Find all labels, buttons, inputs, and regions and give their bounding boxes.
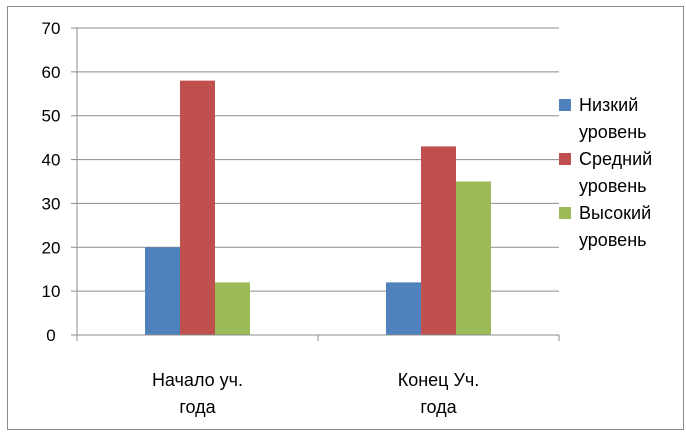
y-tick-label: 60 xyxy=(42,63,61,82)
legend-label: Средний xyxy=(579,149,652,169)
bar xyxy=(145,247,180,335)
bar xyxy=(421,146,456,335)
x-category-label: Конец Уч. xyxy=(398,370,480,390)
y-tick-label: 40 xyxy=(42,151,61,170)
bars xyxy=(145,80,491,335)
x-category-label: года xyxy=(420,397,457,417)
axes xyxy=(71,27,560,341)
y-tick-label: 10 xyxy=(42,282,61,301)
legend-swatch xyxy=(559,207,571,219)
legend-swatch xyxy=(559,153,571,165)
legend-label: уровень xyxy=(579,230,647,250)
legend-label: Низкий xyxy=(579,95,638,115)
y-tick-label: 30 xyxy=(42,194,61,213)
bar xyxy=(215,282,250,335)
y-tick-label: 0 xyxy=(46,326,55,345)
bar xyxy=(180,80,215,335)
legend-label: уровень xyxy=(579,176,647,196)
y-tick-label: 50 xyxy=(42,107,61,126)
labels: 0 10 20 30 40 50 60 70 Начало уч. года Конец Уч. го… xyxy=(42,19,480,417)
x-category-label: Начало уч. xyxy=(152,370,243,390)
bar xyxy=(456,181,491,335)
x-category-label: года xyxy=(179,397,216,417)
legend-swatch xyxy=(559,99,571,111)
chart-frame xyxy=(7,6,684,430)
legend-label: Высокий xyxy=(579,203,651,223)
bar xyxy=(386,282,421,335)
legend-label: уровень xyxy=(579,122,647,142)
y-tick-label: 20 xyxy=(42,238,61,257)
y-tick-label: 70 xyxy=(42,19,61,38)
legend: Низкий уровень Средний уровень Высокий уровен… xyxy=(559,95,652,250)
